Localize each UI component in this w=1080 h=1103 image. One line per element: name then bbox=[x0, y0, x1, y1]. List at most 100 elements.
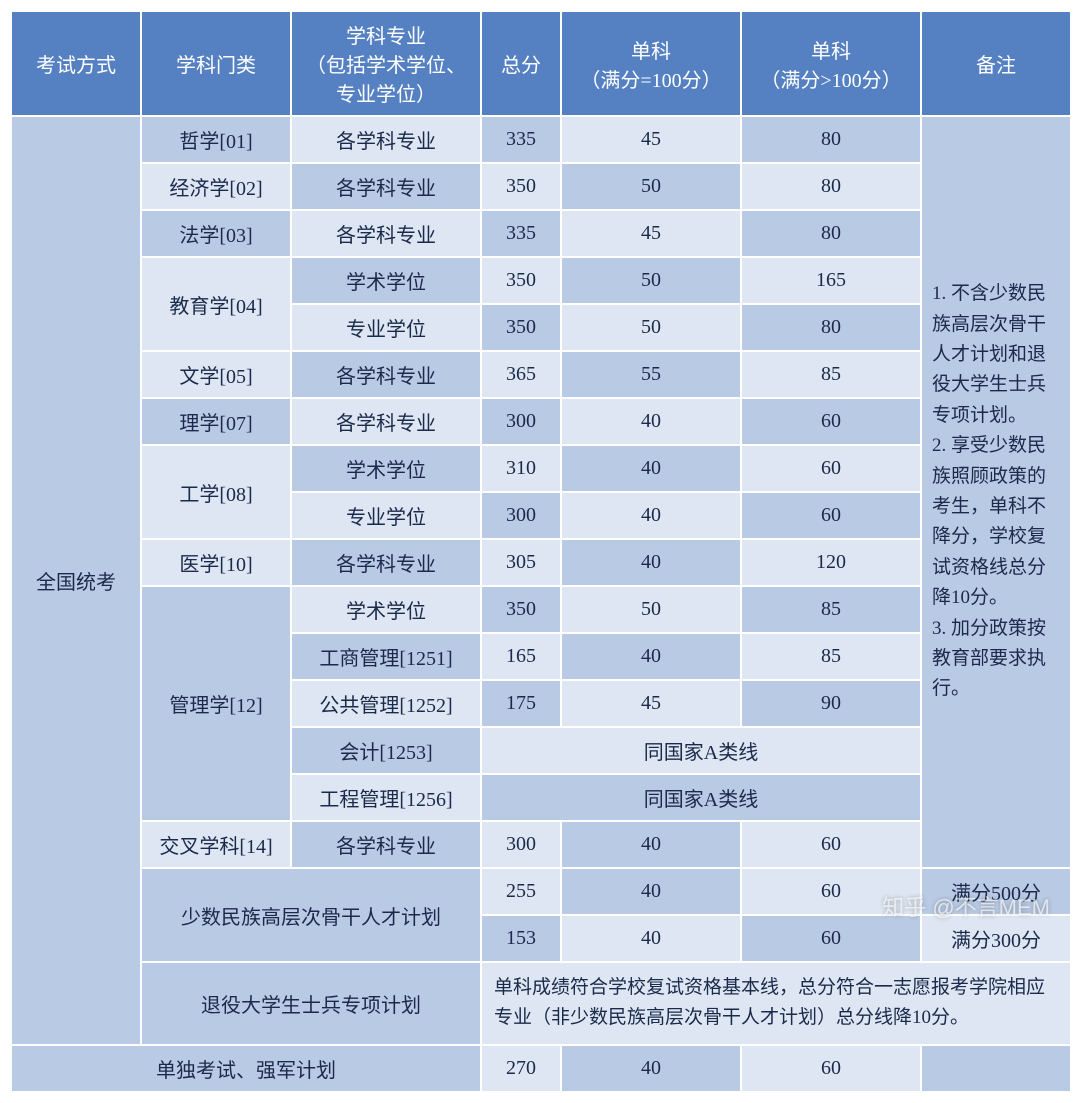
table-cell: 50 bbox=[561, 163, 741, 210]
table-cell: 270 bbox=[481, 1045, 561, 1092]
table-cell: 40 bbox=[561, 1045, 741, 1092]
table-cell: 60 bbox=[741, 868, 921, 915]
score-table: 考试方式 学科门类 学科专业 （包括学术学位、 专业学位） 总分 单科 （满分=… bbox=[10, 10, 1072, 1093]
table-row: 单独考试、强军计划2704060 bbox=[11, 1045, 1071, 1092]
table-cell: 165 bbox=[741, 257, 921, 304]
notes-cell: 1. 不含少数民族高层次骨干人才计划和退役大学生士兵专项计划。 2. 享受少数民… bbox=[921, 116, 1071, 868]
table-cell: 专业学位 bbox=[291, 304, 481, 351]
col-exam: 考试方式 bbox=[11, 11, 141, 116]
table-cell: 60 bbox=[741, 445, 921, 492]
minority-label: 少数民族高层次骨干人才计划 bbox=[141, 868, 481, 962]
table-cell: 45 bbox=[561, 116, 741, 163]
category-cell: 法学[03] bbox=[141, 210, 291, 257]
table-cell: 310 bbox=[481, 445, 561, 492]
table-cell: 40 bbox=[561, 821, 741, 868]
table-cell: 90 bbox=[741, 680, 921, 727]
table-cell: 350 bbox=[481, 163, 561, 210]
col-subgt100: 单科 （满分>100分） bbox=[741, 11, 921, 116]
table-row: 法学[03]各学科专业3354580 bbox=[11, 210, 1071, 257]
category-cell: 文学[05] bbox=[141, 351, 291, 398]
table-cell: 350 bbox=[481, 257, 561, 304]
table-cell: 60 bbox=[741, 492, 921, 539]
table-cell: 满分500分 bbox=[921, 868, 1071, 915]
table-cell: 各学科专业 bbox=[291, 398, 481, 445]
col-notes: 备注 bbox=[921, 11, 1071, 116]
table-cell bbox=[921, 1045, 1071, 1092]
table-row: 全国统考哲学[01]各学科专业33545801. 不含少数民族高层次骨干人才计划… bbox=[11, 116, 1071, 163]
table-row: 交叉学科[14]各学科专业3004060 bbox=[11, 821, 1071, 868]
table-cell: 45 bbox=[561, 210, 741, 257]
table-cell: 45 bbox=[561, 680, 741, 727]
merged-cell: 同国家A类线 bbox=[481, 727, 921, 774]
table-cell: 工程管理[1256] bbox=[291, 774, 481, 821]
table-cell: 50 bbox=[561, 257, 741, 304]
table-cell: 153 bbox=[481, 915, 561, 962]
merged-cell: 同国家A类线 bbox=[481, 774, 921, 821]
table-cell: 335 bbox=[481, 116, 561, 163]
table-cell: 专业学位 bbox=[291, 492, 481, 539]
col-category: 学科门类 bbox=[141, 11, 291, 116]
table-cell: 40 bbox=[561, 398, 741, 445]
col-total: 总分 bbox=[481, 11, 561, 116]
category-cell: 工学[08] bbox=[141, 445, 291, 539]
retired-text: 单科成绩符合学校复试资格基本线，总分符合一志愿报考学院相应专业（非少数民族高层次… bbox=[481, 962, 1071, 1045]
category-cell: 理学[07] bbox=[141, 398, 291, 445]
table-cell: 165 bbox=[481, 633, 561, 680]
table-cell: 各学科专业 bbox=[291, 116, 481, 163]
table-cell: 80 bbox=[741, 210, 921, 257]
table-cell: 300 bbox=[481, 398, 561, 445]
table-cell: 40 bbox=[561, 445, 741, 492]
category-cell: 哲学[01] bbox=[141, 116, 291, 163]
table-cell: 80 bbox=[741, 163, 921, 210]
table-cell: 会计[1253] bbox=[291, 727, 481, 774]
table-cell: 80 bbox=[741, 116, 921, 163]
table-cell: 40 bbox=[561, 492, 741, 539]
table-cell: 365 bbox=[481, 351, 561, 398]
table-row: 管理学[12]学术学位3505085 bbox=[11, 586, 1071, 633]
table-cell: 80 bbox=[741, 304, 921, 351]
table-cell: 学术学位 bbox=[291, 586, 481, 633]
retired-label: 退役大学生士兵专项计划 bbox=[141, 962, 481, 1045]
table-body: 全国统考哲学[01]各学科专业33545801. 不含少数民族高层次骨干人才计划… bbox=[11, 116, 1071, 1092]
table-cell: 60 bbox=[741, 398, 921, 445]
table-row: 工学[08]学术学位3104060 bbox=[11, 445, 1071, 492]
table-row: 退役大学生士兵专项计划单科成绩符合学校复试资格基本线，总分符合一志愿报考学院相应… bbox=[11, 962, 1071, 1045]
table-cell: 各学科专业 bbox=[291, 351, 481, 398]
single-exam-label: 单独考试、强军计划 bbox=[11, 1045, 481, 1092]
table-cell: 各学科专业 bbox=[291, 210, 481, 257]
table-row: 经济学[02]各学科专业3505080 bbox=[11, 163, 1071, 210]
table-cell: 85 bbox=[741, 351, 921, 398]
col-major: 学科专业 （包括学术学位、 专业学位） bbox=[291, 11, 481, 116]
table-cell: 120 bbox=[741, 539, 921, 586]
table-cell: 40 bbox=[561, 915, 741, 962]
header-row: 考试方式 学科门类 学科专业 （包括学术学位、 专业学位） 总分 单科 （满分=… bbox=[11, 11, 1071, 116]
table-cell: 300 bbox=[481, 821, 561, 868]
table-cell: 公共管理[1252] bbox=[291, 680, 481, 727]
table-cell: 55 bbox=[561, 351, 741, 398]
table-cell: 85 bbox=[741, 586, 921, 633]
table-cell: 40 bbox=[561, 539, 741, 586]
table-cell: 335 bbox=[481, 210, 561, 257]
table-row: 少数民族高层次骨干人才计划2554060满分500分 bbox=[11, 868, 1071, 915]
table-cell: 40 bbox=[561, 633, 741, 680]
table-cell: 60 bbox=[741, 915, 921, 962]
category-cell: 管理学[12] bbox=[141, 586, 291, 821]
table-cell: 305 bbox=[481, 539, 561, 586]
table-cell: 60 bbox=[741, 1045, 921, 1092]
table-cell: 各学科专业 bbox=[291, 539, 481, 586]
category-cell: 教育学[04] bbox=[141, 257, 291, 351]
category-cell: 医学[10] bbox=[141, 539, 291, 586]
table-cell: 300 bbox=[481, 492, 561, 539]
table-cell: 各学科专业 bbox=[291, 163, 481, 210]
table-cell: 60 bbox=[741, 821, 921, 868]
table-cell: 175 bbox=[481, 680, 561, 727]
table-cell: 350 bbox=[481, 586, 561, 633]
col-sub100: 单科 （满分=100分） bbox=[561, 11, 741, 116]
table-row: 文学[05]各学科专业3655585 bbox=[11, 351, 1071, 398]
exam-type-cell: 全国统考 bbox=[11, 116, 141, 1045]
category-cell: 经济学[02] bbox=[141, 163, 291, 210]
category-cell: 交叉学科[14] bbox=[141, 821, 291, 868]
table-cell: 85 bbox=[741, 633, 921, 680]
table-row: 教育学[04]学术学位35050165 bbox=[11, 257, 1071, 304]
table-cell: 350 bbox=[481, 304, 561, 351]
